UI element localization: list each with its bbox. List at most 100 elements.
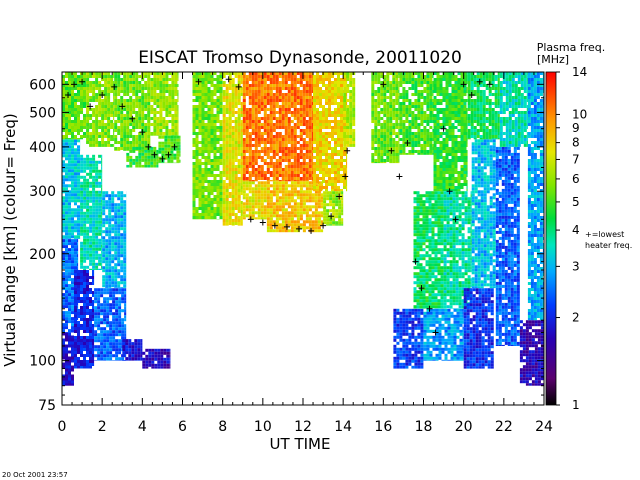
data-cell bbox=[263, 96, 267, 99]
data-cell bbox=[112, 342, 116, 346]
data-cell bbox=[177, 99, 179, 102]
data-cell bbox=[68, 81, 71, 84]
data-cell bbox=[222, 156, 226, 159]
data-cell bbox=[112, 348, 116, 352]
data-cell bbox=[308, 147, 312, 150]
data-cell bbox=[257, 177, 261, 180]
data-cell bbox=[192, 141, 196, 144]
data-cell bbox=[328, 135, 331, 138]
data-cell bbox=[234, 138, 238, 141]
data-cell bbox=[234, 168, 238, 171]
data-cell bbox=[192, 72, 196, 75]
data-cell bbox=[68, 341, 71, 345]
data-cell bbox=[100, 321, 104, 325]
data-cell bbox=[86, 360, 89, 363]
data-cell bbox=[219, 75, 223, 78]
data-cell bbox=[89, 312, 92, 315]
data-cell bbox=[106, 360, 110, 361]
data-cell bbox=[293, 138, 297, 141]
data-cell bbox=[210, 99, 214, 102]
data-cell bbox=[237, 117, 241, 120]
data-cell bbox=[80, 306, 83, 309]
data-cell bbox=[121, 288, 125, 292]
data-cell bbox=[101, 99, 105, 102]
data-cell bbox=[272, 153, 276, 156]
data-cell bbox=[213, 186, 217, 189]
data-cell bbox=[219, 129, 223, 132]
data-cell bbox=[71, 99, 74, 102]
data-cell bbox=[120, 81, 124, 84]
data-cell bbox=[240, 126, 243, 129]
data-cell bbox=[222, 162, 226, 165]
data-cell bbox=[65, 317, 68, 321]
data-cell bbox=[192, 204, 196, 207]
data-cell bbox=[237, 183, 241, 186]
data-cell bbox=[210, 207, 214, 210]
data-cell bbox=[86, 202, 90, 206]
data-cell bbox=[144, 105, 148, 108]
data-cell bbox=[263, 159, 267, 162]
data-cell bbox=[234, 141, 238, 144]
data-cell bbox=[284, 217, 288, 221]
data-cell bbox=[65, 323, 68, 327]
data-cell bbox=[71, 208, 74, 212]
data-cell bbox=[106, 324, 110, 328]
data-cell bbox=[141, 105, 145, 108]
data-cell bbox=[114, 281, 118, 285]
data-cell bbox=[251, 132, 255, 135]
data-cell bbox=[80, 135, 83, 138]
data-cell bbox=[92, 357, 95, 360]
data-cell bbox=[68, 151, 71, 155]
data-cell bbox=[242, 117, 246, 120]
data-cell bbox=[173, 153, 177, 157]
data-cell bbox=[293, 199, 297, 203]
data-cell bbox=[159, 96, 163, 99]
data-cell bbox=[319, 159, 322, 162]
data-cell bbox=[231, 135, 235, 138]
data-cell bbox=[269, 75, 273, 78]
data-cell bbox=[108, 260, 112, 264]
data-cell bbox=[316, 144, 319, 147]
data-cell bbox=[240, 165, 243, 168]
data-cell bbox=[325, 159, 328, 162]
data-cell bbox=[68, 138, 71, 140]
data-cell bbox=[328, 180, 331, 183]
data-cell bbox=[287, 223, 291, 227]
data-cell bbox=[83, 345, 86, 348]
data-cell bbox=[83, 163, 87, 167]
data-cell bbox=[177, 105, 179, 108]
data-cell bbox=[165, 96, 169, 99]
data-cell bbox=[106, 342, 110, 346]
data-cell bbox=[204, 198, 208, 201]
data-cell bbox=[135, 164, 139, 168]
data-cell bbox=[156, 149, 159, 153]
data-cell bbox=[251, 96, 255, 99]
data-cell bbox=[102, 284, 106, 288]
data-cell bbox=[219, 180, 223, 183]
data-cell bbox=[140, 342, 143, 346]
data-cell bbox=[135, 93, 139, 96]
data-cell bbox=[113, 135, 115, 138]
data-cell bbox=[159, 117, 163, 120]
data-cell bbox=[192, 150, 196, 153]
data-cell bbox=[257, 184, 261, 188]
data-cell bbox=[240, 162, 243, 165]
data-cell bbox=[254, 187, 258, 191]
data-cell bbox=[242, 99, 246, 102]
data-cell bbox=[242, 177, 246, 180]
data-cell bbox=[287, 120, 291, 123]
data-cell bbox=[251, 129, 255, 132]
data-block-18 bbox=[242, 72, 314, 182]
data-cell bbox=[89, 141, 93, 144]
data-cell bbox=[101, 199, 103, 203]
data-cell bbox=[210, 114, 214, 117]
data-cell bbox=[123, 114, 127, 117]
data-cell bbox=[68, 96, 71, 99]
data-cell bbox=[290, 211, 294, 215]
data-cell bbox=[269, 144, 273, 147]
data-cell bbox=[293, 72, 297, 75]
data-cell bbox=[240, 174, 243, 177]
data-cell bbox=[201, 195, 205, 198]
data-cell bbox=[257, 96, 261, 99]
data-cell bbox=[161, 153, 165, 157]
